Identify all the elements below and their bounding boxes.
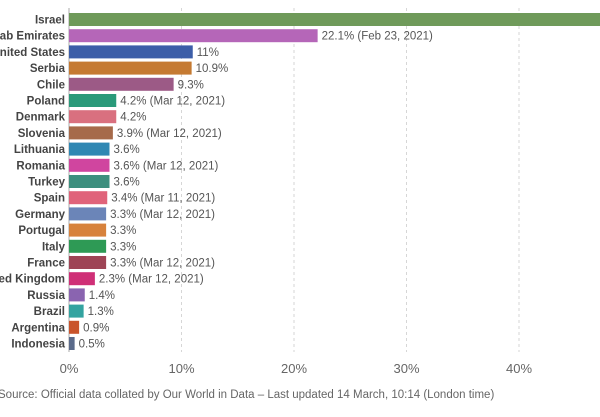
x-tick-label: 20% <box>281 361 307 376</box>
value-label: 9.3% <box>178 79 204 91</box>
category-label: Poland <box>27 96 65 108</box>
value-label: 10.9% <box>196 63 229 75</box>
value-label: 4.2% (Mar 12, 2021) <box>120 96 225 108</box>
category-label: Romania <box>16 160 65 172</box>
bar-argentina <box>69 320 80 334</box>
bar-lithuania <box>69 142 110 156</box>
x-tick-label: 40% <box>506 361 532 376</box>
bar-serbia <box>69 61 192 75</box>
bar-united-kingdom <box>69 272 95 286</box>
category-label: Lithuania <box>14 144 66 156</box>
value-label: 3.6% (Mar 12, 2021) <box>114 160 219 172</box>
bar-france <box>69 256 107 269</box>
category-label: United States <box>0 47 65 59</box>
value-label: 3.3% (Mar 12, 2021) <box>110 209 215 221</box>
bar-slovenia <box>69 126 113 140</box>
bar-denmark <box>69 110 117 124</box>
bar-italy <box>69 239 107 253</box>
value-label: 0.9% <box>83 322 109 334</box>
bar-united-arab-emirates <box>69 29 318 43</box>
bar-turkey <box>69 175 110 188</box>
value-label: 3.3% <box>110 225 136 237</box>
category-label: Germany <box>15 209 65 221</box>
value-label: 3.9% (Mar 12, 2021) <box>117 128 222 140</box>
value-label: 3.4% (Mar 11, 2021) <box>111 193 215 205</box>
value-label: 1.4% <box>89 290 115 302</box>
x-tick-label: 10% <box>168 361 194 376</box>
category-label: Israel <box>35 15 65 27</box>
value-label: 22.1% (Feb 23, 2021) <box>322 31 433 43</box>
bar-united-states <box>69 45 193 59</box>
source-note: Source: Official data collated by Our Wo… <box>0 389 495 401</box>
bars <box>69 13 600 350</box>
value-label: 0.5% <box>79 339 105 351</box>
bar-indonesia <box>69 337 75 350</box>
category-label: Brazil <box>34 306 65 318</box>
x-tick-label: 0% <box>60 361 79 376</box>
x-tick-label: 30% <box>393 361 419 376</box>
bar-brazil <box>69 304 84 318</box>
bar-poland <box>69 94 117 107</box>
category-label: Indonesia <box>11 339 65 351</box>
category-label: Argentina <box>11 322 65 334</box>
category-label: United Arab Emirates <box>0 31 65 43</box>
value-label: 11% <box>197 47 219 59</box>
bar-spain <box>69 191 108 205</box>
category-label: Denmark <box>16 112 66 124</box>
value-label: 2.3% (Mar 12, 2021) <box>99 274 204 286</box>
category-label: Turkey <box>28 177 65 189</box>
category-label: Serbia <box>30 63 66 75</box>
value-label: 3.3% (Mar 12, 2021) <box>110 258 215 270</box>
bar-portugal <box>69 223 107 237</box>
category-label: France <box>27 258 65 270</box>
category-label: Spain <box>34 193 65 205</box>
value-label: 3.6% <box>114 177 140 189</box>
value-label: 1.3% <box>88 306 114 318</box>
value-label: 4.2% <box>120 112 146 124</box>
category-label: Russia <box>27 290 65 302</box>
x-axis-ticks: 0% 10% 20% 30% 40% <box>60 361 533 376</box>
labels: Israel United Arab Emirates 22.1% (Feb 23,… <box>0 15 433 351</box>
bar-russia <box>69 288 85 302</box>
category-label: Chile <box>37 79 65 91</box>
bar-chile <box>69 77 174 91</box>
bar-germany <box>69 207 107 221</box>
value-label: 3.6% <box>114 144 140 156</box>
value-label: 3.3% <box>110 241 136 253</box>
bar-israel <box>69 13 600 26</box>
category-label: Portugal <box>18 225 65 237</box>
bar-romania <box>69 158 110 172</box>
category-label: Italy <box>42 241 66 253</box>
category-label: Slovenia <box>18 128 66 140</box>
category-label: United Kingdom <box>0 274 65 286</box>
